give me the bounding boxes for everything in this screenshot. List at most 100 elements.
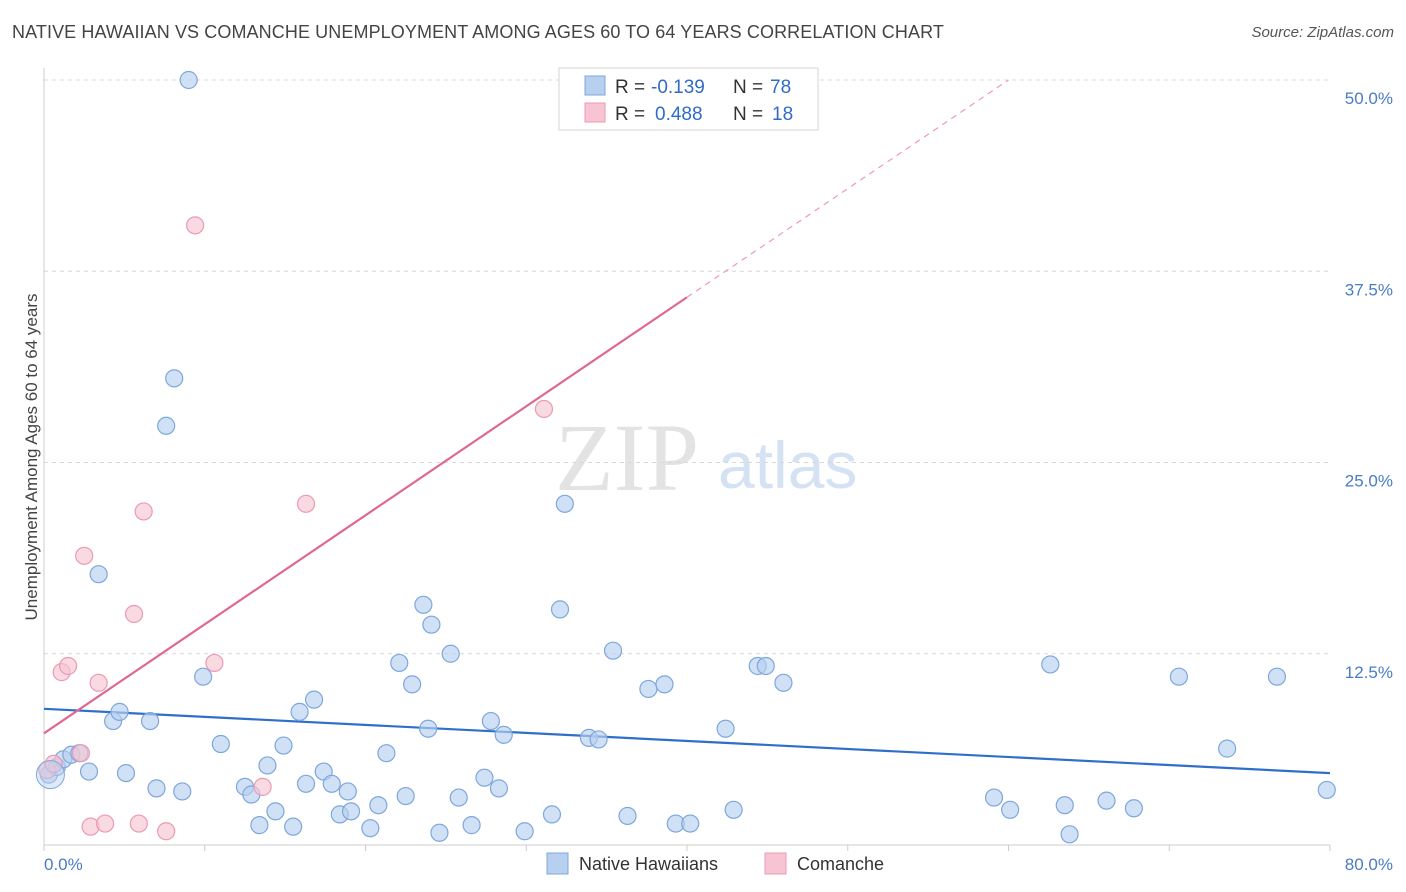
- comanche-point: [44, 754, 63, 774]
- native-hawaiians-point: [1041, 655, 1060, 674]
- legend-r-label-1: R =: [615, 77, 645, 98]
- native-hawaiians-point: [489, 779, 509, 798]
- native-hawaiians-point: [430, 823, 449, 842]
- correlation-legend: R = -0.139 N = 78 R = 0.488 N = 18: [558, 67, 819, 131]
- native-hawaiians-point: [1169, 667, 1188, 686]
- native-hawaiians-trendline: [43, 707, 1331, 775]
- comanche-point: [75, 546, 94, 565]
- native-hawaiians-point: [774, 673, 793, 692]
- native-hawaiians-point: [1060, 825, 1079, 844]
- native-hawaiians-point: [724, 800, 743, 819]
- native-hawaiians-point: [79, 762, 99, 781]
- native-hawaiians-point: [290, 702, 309, 721]
- native-hawaiians-point: [515, 822, 534, 841]
- chart-title: NATIVE HAWAIIAN VS COMANCHE UNEMPLOYMENT…: [12, 22, 944, 42]
- native-hawaiians-point: [419, 719, 438, 738]
- native-hawaiians-point: [481, 711, 500, 731]
- native-hawaiians-point: [1055, 796, 1074, 815]
- native-hawaiians-point: [681, 814, 700, 833]
- y-tick-label: 12.5%: [1345, 663, 1393, 682]
- series-swatch-comanche: [764, 852, 787, 875]
- comanche-point: [186, 216, 205, 235]
- series-label-native-hawaiians: Native Hawaiians: [579, 854, 718, 874]
- comanche-point: [89, 673, 108, 692]
- series-swatch-native-hawaiians: [546, 852, 569, 875]
- comanche-point: [71, 744, 91, 763]
- series-legend: Native Hawaiians Comanche: [546, 852, 884, 875]
- comanche-point: [95, 814, 115, 833]
- native-hawaiians-point: [377, 744, 396, 763]
- native-hawaiians-point: [555, 494, 574, 513]
- native-hawaiians-point: [655, 675, 674, 694]
- comanche-trendline: [43, 296, 688, 735]
- y-tick-label: 50.0%: [1345, 89, 1393, 108]
- legend-n-value-2: 18: [772, 104, 793, 125]
- y-tick-label: 37.5%: [1345, 280, 1393, 299]
- native-hawaiians-point: [110, 702, 129, 721]
- legend-n-label-2: N =: [733, 104, 763, 125]
- watermark-zip: ZIP: [555, 404, 699, 511]
- comanche-point: [205, 653, 224, 673]
- native-hawaiians-point: [157, 416, 176, 435]
- native-hawaiians-point: [618, 806, 637, 826]
- legend-r-value-2: 0.488: [655, 104, 703, 125]
- legend-swatch-blue: [584, 75, 606, 96]
- comanche-trendline-extension: [686, 79, 1009, 298]
- native-hawaiians-point: [462, 816, 481, 835]
- native-hawaiians-point: [258, 756, 277, 775]
- native-hawaiians-point: [475, 768, 494, 787]
- native-hawaiians-cluster-point: [35, 760, 65, 790]
- comanche-point: [157, 822, 176, 841]
- native-hawaiians-point: [266, 802, 285, 821]
- native-hawaiians-point: [147, 779, 166, 798]
- grid-layer: [44, 79, 1330, 655]
- native-hawaiians-point: [1001, 800, 1020, 819]
- native-hawaiians-point: [603, 641, 623, 660]
- native-hawaiians-point: [1124, 799, 1143, 818]
- native-hawaiians-point: [414, 595, 433, 614]
- native-hawaiians-point: [369, 796, 388, 815]
- native-hawaiians-point: [173, 782, 192, 801]
- native-hawaiians-point: [165, 369, 184, 388]
- native-hawaiians-point: [550, 600, 570, 619]
- y-axis-label: Unemployment Among Ages 60 to 64 years: [22, 294, 41, 621]
- comanche-point: [534, 399, 554, 419]
- native-hawaiians-point: [322, 774, 341, 793]
- x-tick-label-min: 0.0%: [44, 855, 83, 874]
- native-hawaiians-point: [396, 786, 415, 806]
- native-hawaiians-point: [756, 656, 775, 676]
- comanche-point: [124, 604, 144, 624]
- y-tick-label: 25.0%: [1345, 472, 1393, 491]
- series-label-comanche: Comanche: [797, 854, 884, 874]
- native-hawaiians-point: [194, 667, 213, 686]
- native-hawaiians-point: [449, 788, 468, 807]
- native-hawaiians-point: [1267, 667, 1287, 686]
- native-hawaiians-point: [542, 805, 562, 824]
- native-hawaiians-point: [304, 690, 324, 709]
- native-hawaiians-point: [341, 802, 361, 821]
- comanche-point: [253, 777, 272, 796]
- native-hawaiians-point: [403, 675, 422, 694]
- points-layer: [35, 70, 1336, 844]
- source-label: Source: ZipAtlas.com: [1251, 24, 1394, 41]
- legend-n-label-1: N =: [733, 77, 763, 98]
- native-hawaiians-point: [589, 730, 608, 749]
- native-hawaiians-point: [441, 644, 460, 663]
- native-hawaiians-point: [284, 817, 303, 836]
- native-hawaiians-point: [422, 615, 441, 634]
- axis-layer: 12.5% 25.0% 37.5% 50.0% 0.0% 80.0%: [43, 68, 1393, 874]
- native-hawaiians-point: [639, 679, 658, 699]
- native-hawaiians-point: [296, 774, 316, 793]
- watermark-atlas: atlas: [718, 428, 857, 502]
- trend-layer: [43, 79, 1331, 775]
- native-hawaiians-point: [1218, 739, 1237, 758]
- native-hawaiians-point: [116, 763, 136, 783]
- comanche-point: [134, 502, 153, 521]
- native-hawaiians-point: [140, 711, 160, 731]
- native-hawaiians-point: [390, 653, 409, 673]
- native-hawaiians-point: [179, 70, 198, 90]
- native-hawaiians-point: [494, 725, 513, 744]
- native-hawaiians-point: [716, 719, 735, 738]
- x-tick-label-max: 80.0%: [1345, 855, 1393, 874]
